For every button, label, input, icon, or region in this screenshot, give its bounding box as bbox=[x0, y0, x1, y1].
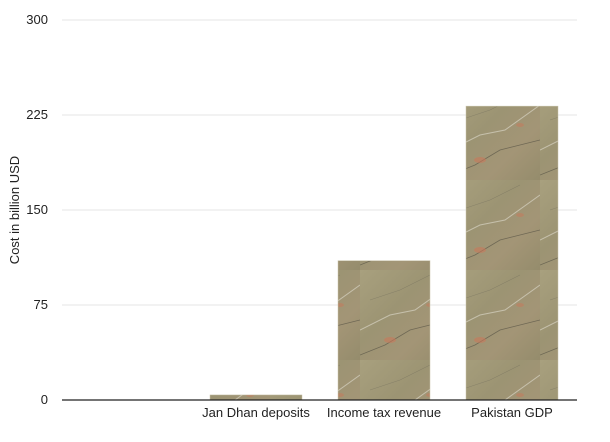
y-tick-label: 225 bbox=[26, 107, 48, 122]
x-tick-label: Pakistan GDP bbox=[471, 405, 553, 420]
y-tick-label: 300 bbox=[26, 12, 48, 27]
y-tick-label: 150 bbox=[26, 202, 48, 217]
bar-income-tax-revenue bbox=[337, 260, 431, 401]
bar-jan-dhan-deposits bbox=[209, 394, 303, 401]
y-tick-label: 0 bbox=[41, 392, 48, 407]
y-axis-label: Cost in billion USD bbox=[7, 156, 22, 264]
bar-pakistan-gdp bbox=[465, 105, 559, 401]
x-tick-label: Income tax revenue bbox=[327, 405, 441, 420]
y-tick-label: 75 bbox=[34, 297, 48, 312]
x-tick-label: Jan Dhan deposits bbox=[202, 405, 310, 420]
